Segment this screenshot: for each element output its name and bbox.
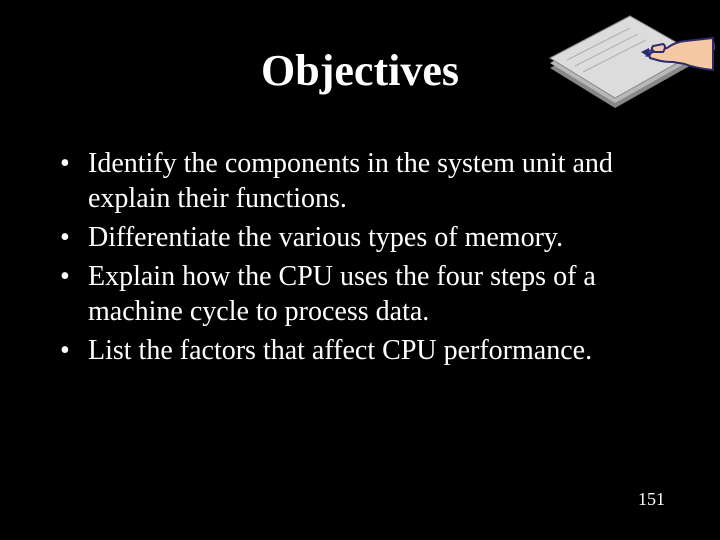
page-number: 151: [638, 489, 665, 510]
bullet-item: Differentiate the various types of memor…: [60, 220, 690, 255]
bullet-item: Explain how the CPU uses the four steps …: [60, 259, 690, 329]
bullet-list: Identify the components in the system un…: [30, 146, 690, 368]
bullet-item: Identify the components in the system un…: [60, 146, 690, 216]
bullet-item: List the factors that affect CPU perform…: [60, 333, 690, 368]
hand-writing-illustration: [535, 8, 715, 123]
slide-container: Objectives Identify the components in th…: [0, 0, 720, 540]
